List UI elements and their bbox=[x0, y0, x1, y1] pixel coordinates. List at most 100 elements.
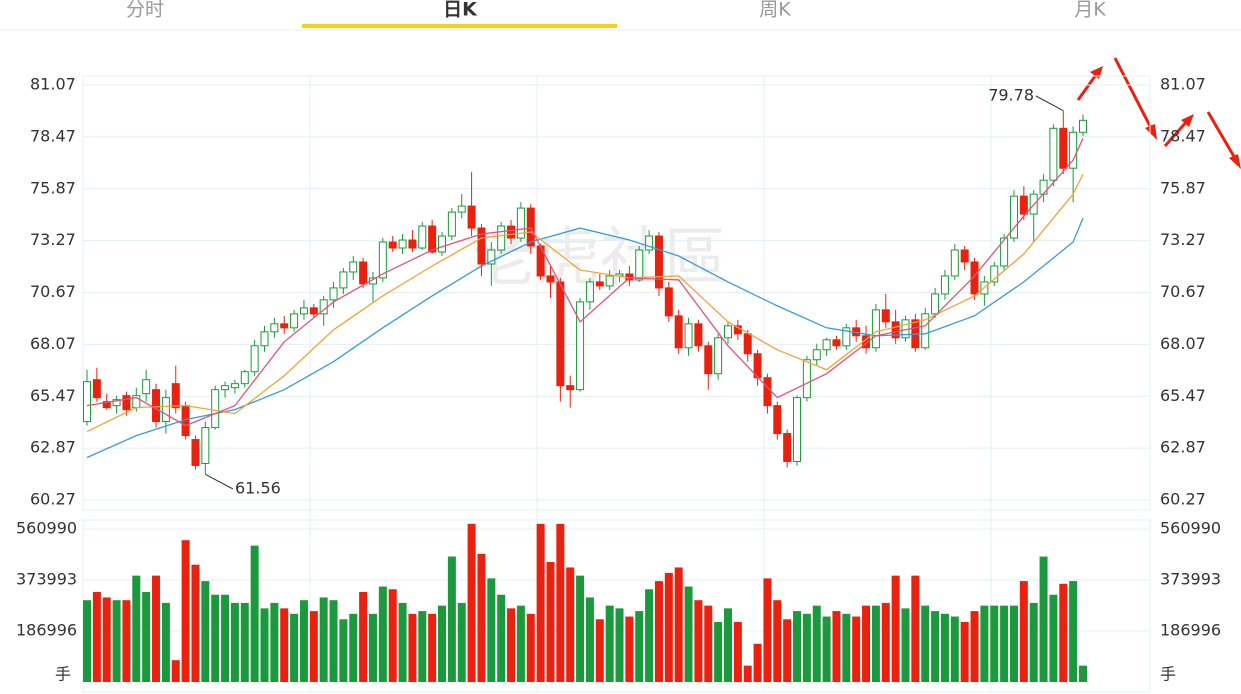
volume-bar bbox=[260, 608, 269, 682]
volume-bar bbox=[240, 602, 249, 682]
candle-body bbox=[546, 275, 555, 283]
high-annotation: 79.78 bbox=[988, 86, 1034, 105]
volume-tick-label-right: 560990 bbox=[1160, 519, 1221, 538]
volume-bar bbox=[960, 622, 969, 682]
candle-body bbox=[467, 205, 476, 229]
y-tick-label: 70.67 bbox=[30, 282, 76, 301]
volume-bar bbox=[378, 586, 387, 682]
volume-bar bbox=[83, 600, 91, 682]
volume-bar bbox=[812, 605, 821, 682]
volume-tick-label-right: 373993 bbox=[1160, 570, 1221, 589]
volume-bar bbox=[842, 613, 851, 682]
candle-body bbox=[950, 249, 959, 277]
candle-body bbox=[171, 383, 180, 409]
candle-body bbox=[250, 345, 259, 373]
volume-bar bbox=[1049, 594, 1058, 682]
candle-body bbox=[122, 395, 131, 411]
volume-bar bbox=[290, 613, 299, 682]
candle-body bbox=[221, 385, 230, 391]
candle-body bbox=[1019, 195, 1028, 215]
candle-body bbox=[497, 225, 506, 251]
candle-body bbox=[891, 321, 900, 339]
candle-body bbox=[142, 379, 151, 395]
volume-bar bbox=[152, 575, 161, 682]
volume-bar bbox=[418, 611, 427, 682]
volume-bar bbox=[171, 660, 180, 682]
volume-bar bbox=[901, 608, 910, 682]
volume-bar bbox=[990, 605, 999, 682]
volume-bar bbox=[891, 575, 900, 682]
volume-bar bbox=[773, 600, 782, 682]
volume-bar bbox=[408, 613, 417, 682]
volume-bar bbox=[871, 605, 880, 682]
volume-bar bbox=[635, 611, 644, 682]
candle-body bbox=[388, 241, 397, 249]
y-tick-label-right: 60.27 bbox=[1160, 490, 1206, 509]
low-annotation: 61.56 bbox=[235, 479, 281, 498]
volume-bar bbox=[487, 578, 496, 682]
candle-body bbox=[822, 339, 831, 351]
volume-bar bbox=[832, 611, 841, 682]
y-tick-label: 68.07 bbox=[30, 334, 76, 353]
candle-body bbox=[359, 261, 368, 285]
y-tick-label: 60.27 bbox=[30, 490, 76, 509]
ma-line bbox=[86, 173, 1084, 433]
candles bbox=[83, 110, 1087, 682]
volume-bar bbox=[723, 608, 732, 682]
volume-bar bbox=[319, 597, 328, 682]
candle-body bbox=[447, 211, 456, 237]
candle-body bbox=[191, 439, 200, 466]
candle-body bbox=[773, 405, 782, 435]
candle-body bbox=[970, 261, 979, 295]
candle-body bbox=[112, 399, 121, 407]
volume-bar bbox=[92, 592, 101, 682]
y-tick-label: 62.87 bbox=[30, 438, 76, 457]
candle-body bbox=[960, 249, 969, 263]
y-tick-label: 73.27 bbox=[30, 230, 76, 249]
candle-body bbox=[309, 307, 318, 315]
volume-bar bbox=[270, 602, 279, 682]
volume-bar bbox=[526, 613, 535, 682]
y-tick-label: 78.47 bbox=[30, 126, 76, 145]
candle-body bbox=[921, 313, 930, 349]
volume-bar bbox=[546, 562, 555, 682]
candle-body bbox=[240, 371, 249, 385]
volume-bar bbox=[783, 619, 792, 682]
candle-body bbox=[1039, 179, 1048, 195]
candle-body bbox=[457, 205, 466, 213]
decor-arrows bbox=[1076, 57, 1241, 169]
candle-body bbox=[299, 307, 308, 315]
candle-body bbox=[931, 293, 940, 315]
candle-body bbox=[83, 381, 91, 423]
volume-bar bbox=[763, 578, 772, 682]
y-tick-label-right: 65.47 bbox=[1160, 386, 1206, 405]
candle-body bbox=[1059, 127, 1068, 169]
volume-bar bbox=[743, 665, 752, 682]
candle-body bbox=[793, 397, 802, 462]
volume-bar bbox=[1000, 605, 1009, 682]
volume-bar bbox=[161, 602, 170, 682]
tab: 日K bbox=[443, 0, 478, 21]
candle-body bbox=[408, 239, 417, 249]
low-pointer bbox=[205, 473, 234, 490]
volume-bar bbox=[428, 613, 437, 682]
candle-body bbox=[230, 383, 239, 389]
volume-bar bbox=[1039, 556, 1048, 682]
volume-bar bbox=[556, 523, 565, 682]
volume-bar bbox=[645, 589, 654, 682]
candle-body bbox=[329, 287, 338, 301]
candle-body bbox=[605, 275, 614, 287]
candle-body bbox=[438, 235, 447, 253]
candle-body bbox=[704, 345, 713, 375]
volume-bar bbox=[921, 605, 930, 682]
high-pointer bbox=[1035, 95, 1064, 112]
candle-body bbox=[743, 333, 752, 355]
volume-tick-label: 手 bbox=[55, 665, 71, 684]
y-tick-label-right: 68.07 bbox=[1160, 334, 1206, 353]
volume-bar bbox=[250, 545, 259, 682]
candle-body bbox=[280, 323, 289, 329]
candle-body bbox=[526, 207, 535, 247]
volume-bar bbox=[112, 600, 121, 682]
